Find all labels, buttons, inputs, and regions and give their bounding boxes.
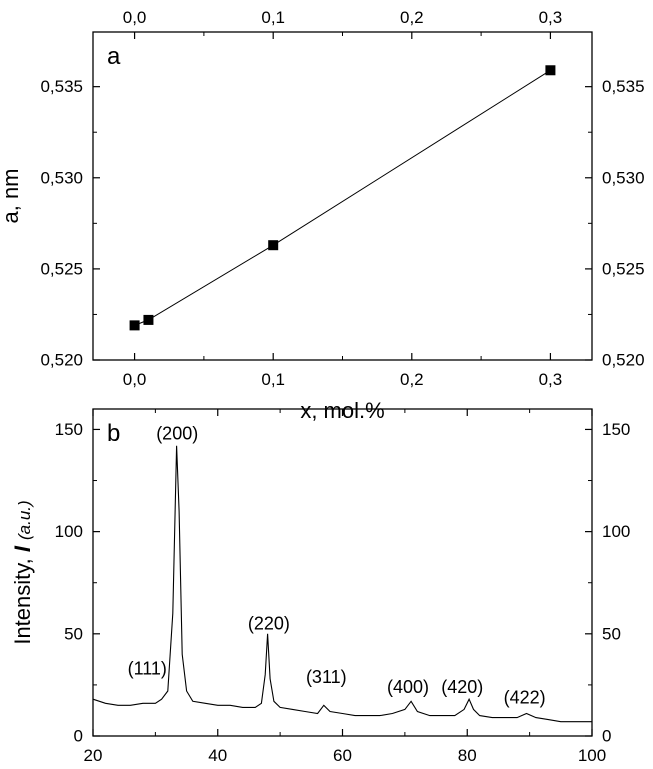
x-tick-label: 60 <box>333 746 352 765</box>
y-tick-label-right: 100 <box>602 522 630 541</box>
x-tick-label: 0,2 <box>400 370 424 389</box>
y-axis-label-prefix: Intensity, <box>10 552 35 645</box>
plot-frame <box>92 31 593 361</box>
x-tick-label-top: 0,2 <box>400 8 424 27</box>
data-point-marker <box>545 65 556 76</box>
y-tick-label: 0,535 <box>40 77 83 96</box>
y-axis-label-symbol: I <box>10 545 35 552</box>
y-axis-label-unit: (a.u.) <box>15 500 34 540</box>
x-tick-label-top: 0,1 <box>261 8 285 27</box>
data-point-marker <box>268 240 279 251</box>
peak-annotation: (200) <box>156 424 198 444</box>
y-axis-label: Intensity, I (a.u.) <box>10 500 35 644</box>
y-tick-label-right: 0,530 <box>602 168 645 187</box>
peak-annotation: (400) <box>387 677 429 697</box>
panel-label: b <box>107 420 120 447</box>
y-tick-label-right: 0 <box>602 727 611 746</box>
y-tick-label-right: 0,520 <box>602 351 645 370</box>
data-point-marker <box>129 320 140 331</box>
x-tick-label-top: 0,3 <box>539 8 563 27</box>
y-tick-label-right: 50 <box>602 624 621 643</box>
peak-annotation: (111) <box>128 659 167 679</box>
peak-annotation: (220) <box>248 614 290 634</box>
y-tick-label-right: 150 <box>602 420 630 439</box>
x-tick-label: 80 <box>458 746 477 765</box>
series-line <box>92 445 592 723</box>
x-tick-label: 0,3 <box>539 370 563 389</box>
x-tick-label: 0,1 <box>261 370 285 389</box>
y-tick-label: 50 <box>64 624 83 643</box>
panel-a-lattice-parameter-chart: 0,0 0,0 0,1 0,1 0,2 0,2 0,3 0,3 0,520 0,520 0,525 0… <box>0 8 645 423</box>
y-tick-label: 0 <box>74 727 83 746</box>
y-tick-label-right: 0,535 <box>602 77 645 96</box>
y-tick-label-right: 0,525 <box>602 259 645 278</box>
peak-annotation: (422) <box>504 687 546 707</box>
x-tick-label: 40 <box>208 746 227 765</box>
y-tick-label: 150 <box>55 420 83 439</box>
peak-annotation: (311) <box>306 667 347 687</box>
x-tick-label: 20 <box>84 746 103 765</box>
y-tick-label: 0,520 <box>40 351 83 370</box>
y-tick-label: 100 <box>55 522 83 541</box>
data-point-marker <box>143 314 154 325</box>
x-tick-label: 100 <box>578 746 606 765</box>
series-line <box>134 69 551 326</box>
y-axis-label: a, nm <box>0 168 23 223</box>
y-tick-label: 0,530 <box>40 168 83 187</box>
x-tick-label: 0,0 <box>123 370 147 389</box>
panel-label: a <box>107 43 121 70</box>
y-tick-label: 0,525 <box>40 259 83 278</box>
x-tick-label-top: 0,0 <box>123 8 147 27</box>
peak-annotation: (420) <box>441 677 483 697</box>
